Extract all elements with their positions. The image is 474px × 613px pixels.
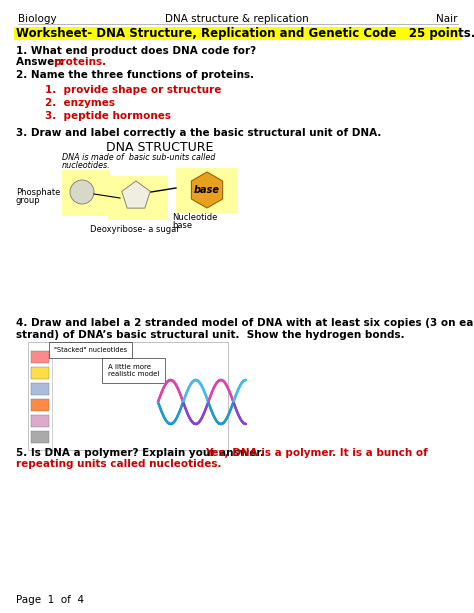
Polygon shape bbox=[191, 172, 223, 208]
FancyBboxPatch shape bbox=[28, 342, 228, 450]
Text: base: base bbox=[194, 185, 220, 195]
Polygon shape bbox=[108, 176, 168, 220]
FancyBboxPatch shape bbox=[31, 351, 49, 363]
Text: 2. Name the three functions of proteins.: 2. Name the three functions of proteins. bbox=[16, 70, 254, 80]
FancyBboxPatch shape bbox=[31, 367, 49, 379]
FancyBboxPatch shape bbox=[31, 399, 49, 411]
Polygon shape bbox=[122, 181, 150, 208]
Text: DNA STRUCTURE: DNA STRUCTURE bbox=[106, 141, 214, 154]
Text: DNA is made of  basic sub-units called: DNA is made of basic sub-units called bbox=[62, 153, 215, 162]
Polygon shape bbox=[62, 170, 110, 216]
Text: Nair: Nair bbox=[437, 14, 458, 24]
FancyBboxPatch shape bbox=[31, 383, 49, 395]
Text: Page  1  of  4: Page 1 of 4 bbox=[16, 595, 84, 605]
Text: base: base bbox=[172, 221, 192, 230]
Text: DNA structure & replication: DNA structure & replication bbox=[165, 14, 309, 24]
FancyBboxPatch shape bbox=[31, 431, 49, 443]
Text: repeating units called nucleotides.: repeating units called nucleotides. bbox=[16, 459, 221, 469]
Polygon shape bbox=[176, 168, 238, 213]
Text: A little more
realistic model: A little more realistic model bbox=[108, 364, 159, 377]
Text: 2.  enzymes: 2. enzymes bbox=[45, 98, 115, 108]
Text: Phosphate: Phosphate bbox=[16, 188, 60, 197]
Text: Deoxyribose- a sugar: Deoxyribose- a sugar bbox=[90, 225, 180, 234]
Text: Worksheet- DNA Structure, Replication and Genetic Code   25 points.: Worksheet- DNA Structure, Replication an… bbox=[16, 27, 474, 40]
Text: proteins.: proteins. bbox=[53, 57, 106, 67]
Text: Biology: Biology bbox=[18, 14, 56, 24]
Text: 5. Is DNA a polymer? Explain your answer.: 5. Is DNA a polymer? Explain your answer… bbox=[16, 448, 268, 458]
FancyBboxPatch shape bbox=[31, 415, 49, 427]
Text: 4. Draw and label a 2 stranded model of DNA with at least six copies (3 on each
: 4. Draw and label a 2 stranded model of … bbox=[16, 318, 474, 340]
Text: Answer:: Answer: bbox=[16, 57, 67, 67]
Text: "Stacked" nucleotides: "Stacked" nucleotides bbox=[54, 347, 127, 353]
Text: 1. What end product does DNA code for?: 1. What end product does DNA code for? bbox=[16, 46, 256, 56]
Text: 1.  provide shape or structure: 1. provide shape or structure bbox=[45, 85, 221, 95]
Text: 3. Draw and label correctly a the basic structural unit of DNA.: 3. Draw and label correctly a the basic … bbox=[16, 128, 382, 138]
Text: Yes, DNA is a polymer. It is a bunch of: Yes, DNA is a polymer. It is a bunch of bbox=[205, 448, 428, 458]
Circle shape bbox=[70, 180, 94, 204]
Text: nucleotides.: nucleotides. bbox=[62, 161, 110, 170]
Text: group: group bbox=[16, 196, 41, 205]
FancyBboxPatch shape bbox=[14, 27, 462, 40]
Text: 3.  peptide hormones: 3. peptide hormones bbox=[45, 111, 171, 121]
Text: Nucleotide: Nucleotide bbox=[172, 213, 218, 222]
